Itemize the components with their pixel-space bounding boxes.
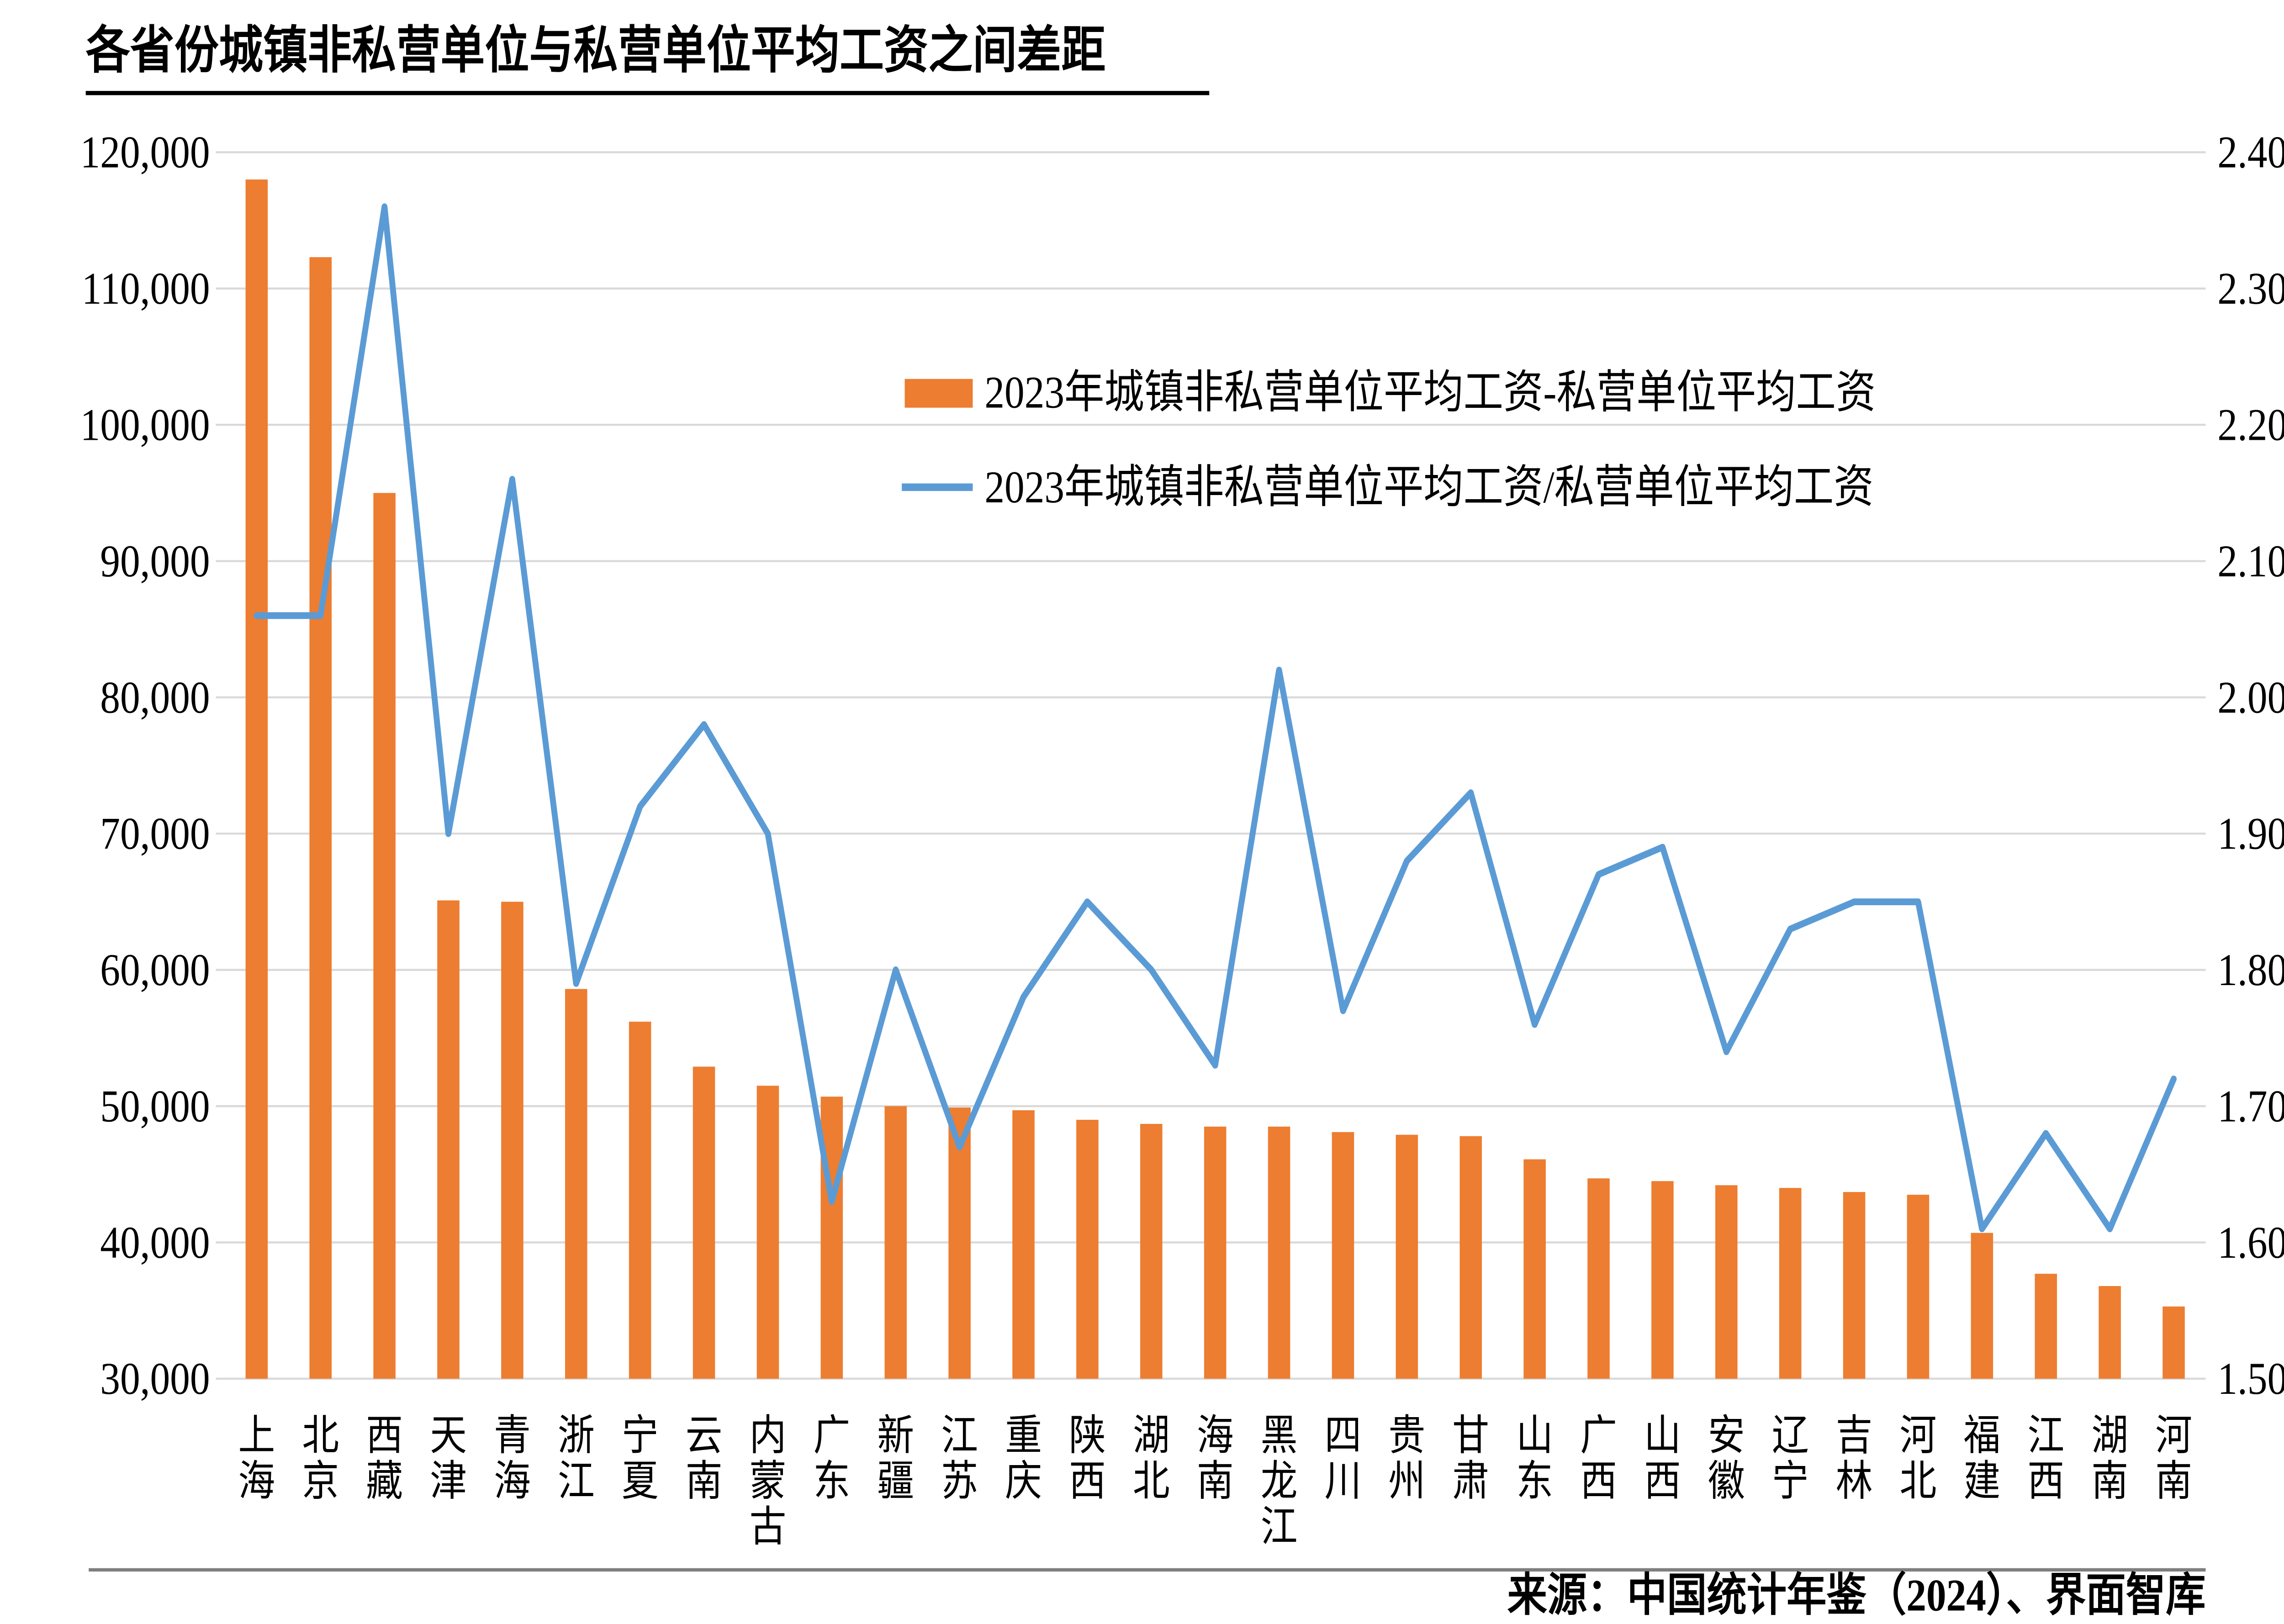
- bar: [1907, 1195, 1930, 1379]
- bar: [1076, 1119, 1099, 1379]
- source-text: 来源：中国统计年鉴（2024）、界面智库: [1507, 1570, 2206, 1621]
- left-axis-tick-label: 70,000: [100, 808, 210, 859]
- bar: [309, 257, 332, 1379]
- x-axis-category-label: 河南: [2155, 1412, 2192, 1504]
- bar: [1587, 1178, 1610, 1379]
- bar: [948, 1107, 971, 1379]
- right-axis-tick-label: 2.40: [2217, 127, 2284, 178]
- left-axis-tick-label: 60,000: [100, 945, 210, 996]
- x-axis-category-label: 海南: [1197, 1412, 1234, 1504]
- bar: [565, 989, 587, 1379]
- x-axis-category-label: 青海: [494, 1412, 531, 1504]
- x-axis-category-label: 内蒙古: [750, 1412, 787, 1550]
- x-axis-category-label: 辽宁: [1772, 1412, 1809, 1504]
- bar: [1396, 1134, 1418, 1379]
- right-axis-tick-label: 2.10: [2217, 536, 2284, 586]
- right-axis-tick-label: 1.70: [2217, 1081, 2284, 1132]
- right-axis-tick-label: 1.60: [2217, 1217, 2284, 1268]
- bar: [501, 902, 523, 1379]
- x-axis-category-label: 重庆: [1005, 1412, 1042, 1504]
- left-axis-tick-label: 120,000: [80, 127, 210, 178]
- x-axis-category-label: 湖南: [2091, 1412, 2128, 1504]
- x-axis-category-label: 新疆: [877, 1412, 914, 1504]
- left-axis-tick-label: 30,000: [100, 1354, 210, 1404]
- bar: [1140, 1123, 1163, 1379]
- bar: [820, 1097, 843, 1379]
- left-axis-tick-label: 90,000: [100, 536, 210, 586]
- bar: [1204, 1126, 1227, 1379]
- left-axis-tick-label: 40,000: [100, 1217, 210, 1268]
- x-axis-category-label: 四川: [1325, 1412, 1362, 1504]
- x-axis-category-label: 河北: [1900, 1412, 1937, 1504]
- left-axis-tick-label: 50,000: [100, 1081, 210, 1132]
- bar: [1843, 1192, 1866, 1379]
- ratio-line: [254, 203, 2177, 1233]
- x-axis-category-label: 湖北: [1133, 1412, 1170, 1504]
- left-axis-tick-label: 110,000: [82, 264, 210, 314]
- bar: [373, 493, 396, 1379]
- bar: [1715, 1185, 1738, 1379]
- bar: [1523, 1159, 1546, 1379]
- x-axis-category-label: 天津: [430, 1412, 467, 1504]
- x-axis-category-label: 吉林: [1836, 1412, 1873, 1504]
- chart-title: 各省份城镇非私营单位与私营单位平均工资之间差距: [86, 22, 1106, 79]
- right-axis-tick-label: 1.90: [2217, 808, 2284, 859]
- left-axis-tick-label: 80,000: [100, 672, 210, 723]
- right-axis-tick-label: 2.30: [2217, 264, 2284, 314]
- bar: [1971, 1233, 1993, 1379]
- right-axis-tick-label: 1.50: [2217, 1354, 2284, 1404]
- bar: [756, 1086, 779, 1379]
- x-axis-category-label: 贵州: [1388, 1412, 1425, 1504]
- bar: [693, 1066, 715, 1379]
- bar: [2099, 1286, 2121, 1379]
- x-axis-category-label: 江西: [2027, 1412, 2064, 1504]
- x-axis-category-label: 浙江: [558, 1412, 595, 1504]
- x-axis-category-label: 陕西: [1069, 1412, 1106, 1504]
- x-axis-category-label: 广东: [813, 1412, 850, 1504]
- bar: [2035, 1274, 2057, 1379]
- x-axis-category-label: 福建: [1963, 1412, 2000, 1504]
- x-axis-category-label: 黑龙江: [1261, 1412, 1298, 1550]
- bar: [1332, 1132, 1354, 1379]
- bar: [1779, 1188, 1802, 1379]
- right-axis-tick-label: 1.80: [2217, 945, 2284, 996]
- x-axis-category-label: 西藏: [366, 1412, 403, 1504]
- right-axis-tick-label: 2.20: [2217, 400, 2284, 450]
- legend-bar-swatch-icon: [904, 379, 973, 408]
- right-axis-tick-label: 2.00: [2217, 672, 2284, 723]
- bar: [1459, 1136, 1482, 1379]
- bar: [2162, 1306, 2185, 1379]
- x-axis-category-label: 宁夏: [622, 1412, 659, 1504]
- x-axis-category-label: 山西: [1644, 1412, 1681, 1504]
- left-axis-tick-label: 100,000: [80, 400, 210, 450]
- x-axis-category-label: 上海: [238, 1412, 275, 1504]
- x-axis-category-label: 安徽: [1708, 1412, 1745, 1504]
- x-axis-category-label: 甘肃: [1452, 1412, 1489, 1504]
- bar: [629, 1022, 651, 1379]
- bar: [245, 179, 268, 1379]
- x-axis-category-label: 山东: [1516, 1412, 1553, 1504]
- x-axis-category-label: 北京: [302, 1412, 339, 1504]
- bar: [1012, 1110, 1035, 1379]
- plot-area: 30,000 1.50 40,000 1.60 50,000 1.70 60,000 1.80…: [80, 127, 2284, 1550]
- legend-line-label: 2023年城镇非私营单位平均工资/私营单位平均工资: [984, 462, 1873, 513]
- bar: [884, 1106, 907, 1379]
- x-axis-category-label: 广西: [1580, 1412, 1617, 1504]
- bar: [1651, 1181, 1674, 1379]
- bar: [437, 900, 460, 1379]
- legend: 2023年城镇非私营单位平均工资-私营单位平均工资 2023年城镇非私营单位平均…: [902, 367, 1876, 513]
- legend-bar-label: 2023年城镇非私营单位平均工资-私营单位平均工资: [984, 367, 1876, 418]
- x-axis-category-label: 江苏: [941, 1412, 978, 1504]
- x-axis-category-label: 云南: [686, 1412, 723, 1504]
- bar: [1268, 1126, 1290, 1379]
